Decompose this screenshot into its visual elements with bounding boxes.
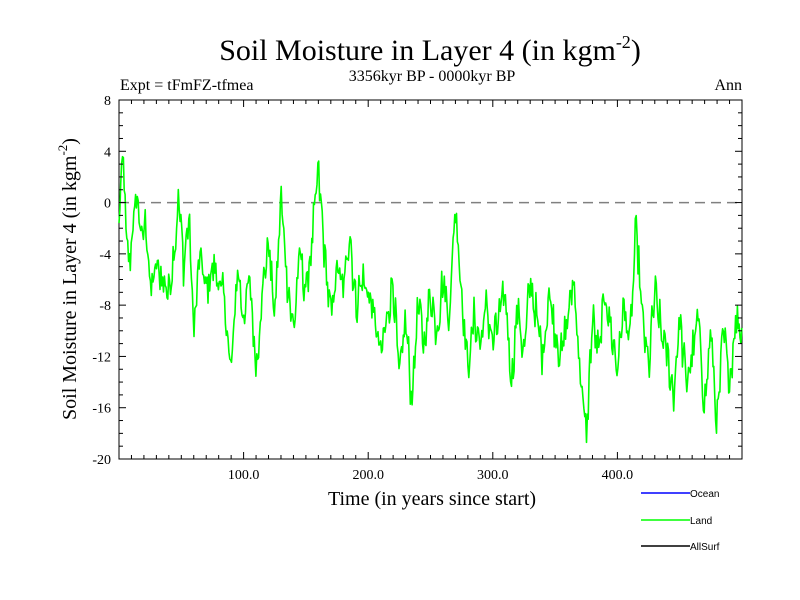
season-label: Ann bbox=[714, 77, 742, 94]
x-tick-label: 200.0 bbox=[352, 468, 384, 483]
y-tick-label: -20 bbox=[92, 453, 111, 468]
legend-label-allsurf: AllSurf bbox=[690, 542, 720, 553]
y-tick-label: 4 bbox=[104, 145, 111, 160]
y-tick-label: -8 bbox=[99, 299, 111, 314]
y-axis-label: Soil Moisture in Layer 4 (in kgm-2) bbox=[55, 138, 81, 420]
legend-label-ocean: Ocean bbox=[690, 489, 719, 500]
x-tick-label: 400.0 bbox=[602, 468, 634, 483]
legend: Ocean Land AllSurf bbox=[641, 489, 720, 553]
chart-subtitle: 3356kyr BP - 0000kyr BP bbox=[349, 68, 516, 85]
series-layer bbox=[118, 155, 743, 444]
x-tick-label: 300.0 bbox=[477, 468, 509, 483]
y-tick-label: -12 bbox=[92, 350, 111, 365]
y-axis-label-superscript: -2 bbox=[55, 145, 70, 156]
labels-layer: 8 4 0 -4 -8 -12 -16 -20 100.0 200.0 300.0 400.0 bbox=[92, 94, 633, 483]
x-tick-label: 100.0 bbox=[228, 468, 260, 483]
x-axis-label: Time (in years since start) bbox=[328, 488, 536, 510]
chart-title-superscript: -2 bbox=[616, 32, 631, 52]
legend-label-land: Land bbox=[690, 516, 712, 527]
chart-title: Soil Moisture in Layer 4 (in kgm-2) bbox=[219, 32, 641, 67]
ticks-layer bbox=[119, 99, 742, 460]
y-tick-label: 8 bbox=[104, 94, 111, 109]
y-tick-label: -16 bbox=[92, 402, 111, 417]
experiment-label: Expt = tFmFZ-tfmea bbox=[120, 77, 253, 94]
y-tick-label: 0 bbox=[104, 197, 111, 212]
series-line-land bbox=[118, 155, 743, 444]
y-tick-label: -4 bbox=[99, 248, 111, 263]
